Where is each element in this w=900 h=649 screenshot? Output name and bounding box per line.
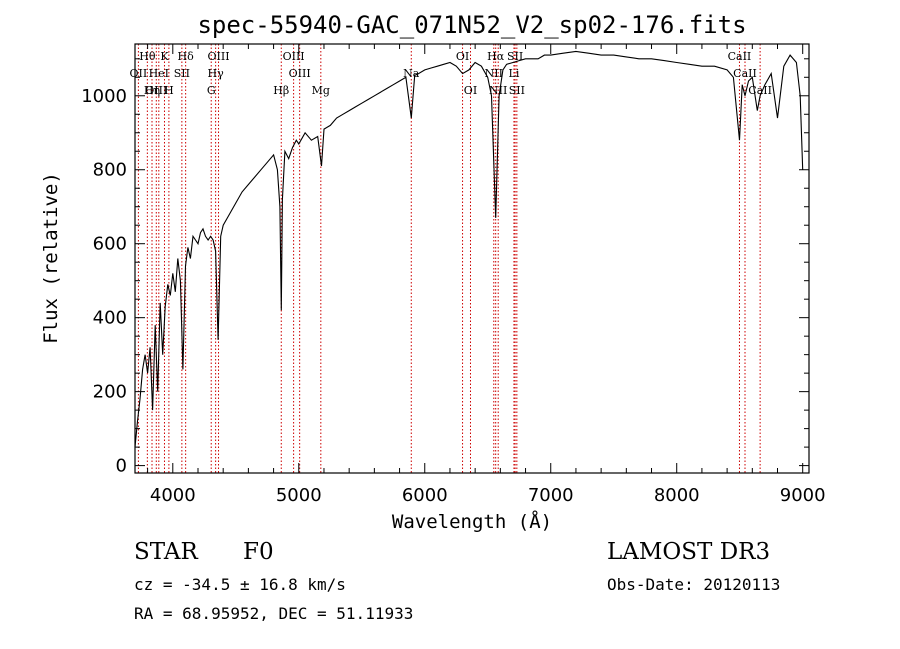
y-axis-ticks: 0 200 400 600 800 1000 <box>81 58 809 477</box>
line-label-21: NII <box>489 84 507 97</box>
plot-frame <box>134 43 810 474</box>
x-axis-ticks: 4000 5000 6000 7000 8000 9000 <box>147 44 826 506</box>
line-label-25: CaII <box>728 50 752 63</box>
line-label-1: OII <box>130 67 148 80</box>
line-label-0: Hθ <box>139 50 156 63</box>
line-label-9: OIII <box>207 50 229 63</box>
line-label-12: Hβ <box>273 84 289 97</box>
y-tick-label-1000: 1000 <box>81 86 127 107</box>
line-label-23: Li <box>509 67 520 80</box>
redshift-velocity: cz = -34.5 ± 16.8 km/s <box>134 575 346 594</box>
x-axis-label: Wavelength (Å) <box>392 510 552 533</box>
y-tick-label-200: 200 <box>93 382 127 403</box>
x-tick-label-5000: 5000 <box>276 485 322 506</box>
line-label-17: OI <box>456 50 469 63</box>
line-label-7: H <box>164 84 174 97</box>
survey-name: LAMOST DR3 <box>607 539 771 565</box>
line-label-11: G <box>207 84 216 97</box>
y-axis-label: Flux (relative) <box>40 172 62 344</box>
spectrum-line <box>134 50 804 448</box>
line-label-6: SII <box>174 67 190 80</box>
line-label-8: Hδ <box>178 50 195 63</box>
y-tick-label-400: 400 <box>93 308 127 329</box>
sky-coordinates: RA = 68.95952, DEC = 51.11933 <box>134 604 414 623</box>
x-tick-label-9000: 9000 <box>780 485 826 506</box>
x-tick-label-7000: 7000 <box>528 485 574 506</box>
line-label-2: OIII <box>145 84 167 97</box>
line-label-22: SII <box>507 50 523 63</box>
line-label-10: Hγ <box>208 67 225 80</box>
x-tick-label-4000: 4000 <box>150 485 196 506</box>
y-tick-label-600: 600 <box>93 234 127 255</box>
line-label-3: K <box>160 50 169 63</box>
x-tick-label-8000: 8000 <box>654 485 700 506</box>
line-label-26: CaII <box>733 67 757 80</box>
observation-date: Obs-Date: 20120113 <box>607 575 781 594</box>
y-tick-label-0: 0 <box>116 456 127 477</box>
object-class: STAR <box>134 539 198 565</box>
object-subclass: F0 <box>243 539 274 565</box>
line-label-18: OI <box>464 84 477 97</box>
y-tick-label-800: 800 <box>93 160 127 181</box>
x-tick-label-6000: 6000 <box>402 485 448 506</box>
line-label-14: OIII <box>289 67 311 80</box>
line-markers <box>137 44 761 473</box>
line-label-20: NII <box>485 67 503 80</box>
line-label-15: Mg <box>312 84 330 97</box>
chart-title: spec-55940-GAC_071N52_V2_sp02-176.fits <box>197 11 746 39</box>
line-label-4: HeI <box>149 67 169 80</box>
line-label-16: Na <box>403 67 420 80</box>
line-label-19: Hα <box>487 50 505 63</box>
line-label-13: OIII <box>283 50 305 63</box>
line-label-5: Hη <box>144 84 160 97</box>
line-label-24: SII <box>509 84 525 97</box>
